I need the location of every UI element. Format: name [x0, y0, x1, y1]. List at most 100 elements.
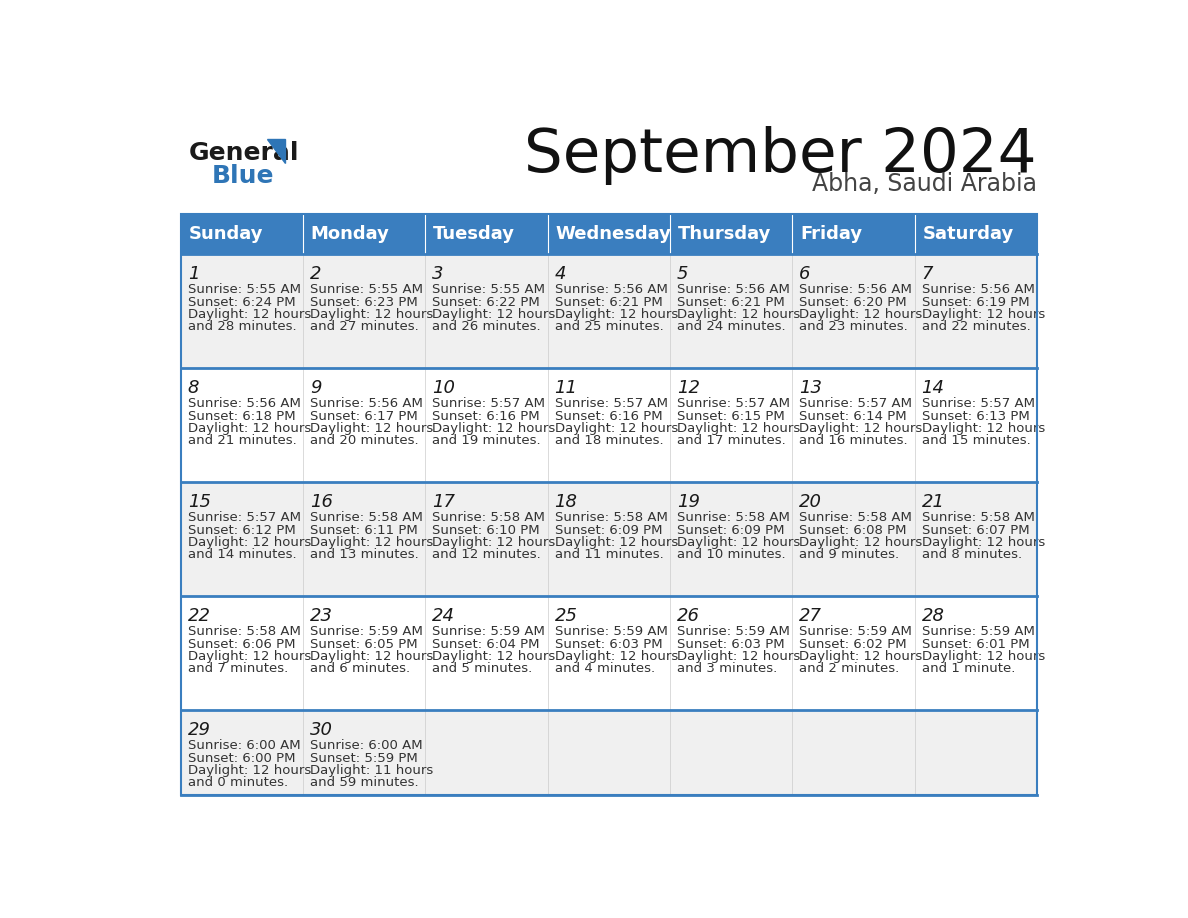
Text: Daylight: 12 hours: Daylight: 12 hours — [432, 308, 556, 321]
Text: Sunrise: 5:56 AM: Sunrise: 5:56 AM — [310, 397, 423, 410]
Text: Sunrise: 5:59 AM: Sunrise: 5:59 AM — [922, 625, 1035, 638]
Text: Sunrise: 5:55 AM: Sunrise: 5:55 AM — [188, 284, 301, 297]
FancyBboxPatch shape — [181, 368, 1037, 482]
Text: Daylight: 12 hours: Daylight: 12 hours — [800, 308, 923, 321]
Text: Sunset: 6:00 PM: Sunset: 6:00 PM — [188, 752, 295, 765]
Text: Daylight: 12 hours: Daylight: 12 hours — [555, 650, 678, 663]
Text: and 5 minutes.: and 5 minutes. — [432, 662, 532, 676]
Text: and 0 minutes.: and 0 minutes. — [188, 777, 287, 789]
Text: Sunrise: 5:58 AM: Sunrise: 5:58 AM — [432, 511, 545, 524]
Text: Daylight: 12 hours: Daylight: 12 hours — [310, 650, 434, 663]
Text: Sunrise: 5:58 AM: Sunrise: 5:58 AM — [555, 511, 668, 524]
Text: and 20 minutes.: and 20 minutes. — [310, 434, 418, 447]
Text: Sunrise: 5:59 AM: Sunrise: 5:59 AM — [310, 625, 423, 638]
Text: Sunset: 6:21 PM: Sunset: 6:21 PM — [677, 296, 785, 308]
Text: Sunset: 6:16 PM: Sunset: 6:16 PM — [555, 409, 662, 422]
Text: Daylight: 12 hours: Daylight: 12 hours — [922, 650, 1044, 663]
Text: and 6 minutes.: and 6 minutes. — [310, 662, 410, 676]
Text: 26: 26 — [677, 607, 700, 625]
Text: Sunrise: 5:57 AM: Sunrise: 5:57 AM — [555, 397, 668, 410]
Text: 9: 9 — [310, 379, 322, 397]
FancyBboxPatch shape — [181, 482, 1037, 596]
Text: 7: 7 — [922, 265, 933, 283]
Text: and 23 minutes.: and 23 minutes. — [800, 320, 908, 333]
Text: Sunrise: 5:59 AM: Sunrise: 5:59 AM — [800, 625, 912, 638]
Text: Sunset: 6:05 PM: Sunset: 6:05 PM — [310, 638, 418, 651]
Text: September 2024: September 2024 — [524, 126, 1037, 185]
Text: Daylight: 12 hours: Daylight: 12 hours — [432, 650, 556, 663]
Text: and 22 minutes.: and 22 minutes. — [922, 320, 1030, 333]
Text: 15: 15 — [188, 493, 210, 510]
Text: Daylight: 12 hours: Daylight: 12 hours — [432, 422, 556, 435]
Text: Daylight: 11 hours: Daylight: 11 hours — [310, 764, 434, 777]
Text: and 59 minutes.: and 59 minutes. — [310, 777, 418, 789]
Text: Daylight: 12 hours: Daylight: 12 hours — [555, 422, 678, 435]
Text: Daylight: 12 hours: Daylight: 12 hours — [188, 536, 311, 549]
Text: Sunset: 6:07 PM: Sunset: 6:07 PM — [922, 523, 1029, 537]
Text: Sunrise: 5:55 AM: Sunrise: 5:55 AM — [432, 284, 545, 297]
Text: 12: 12 — [677, 379, 700, 397]
Text: 1: 1 — [188, 265, 200, 283]
Text: 4: 4 — [555, 265, 567, 283]
Text: Sunday: Sunday — [189, 225, 263, 243]
Text: Daylight: 12 hours: Daylight: 12 hours — [188, 764, 311, 777]
Text: Daylight: 12 hours: Daylight: 12 hours — [188, 308, 311, 321]
Text: and 24 minutes.: and 24 minutes. — [677, 320, 785, 333]
Text: Sunrise: 5:55 AM: Sunrise: 5:55 AM — [310, 284, 423, 297]
Text: Sunrise: 5:56 AM: Sunrise: 5:56 AM — [800, 284, 912, 297]
Text: Daylight: 12 hours: Daylight: 12 hours — [677, 422, 801, 435]
Text: Blue: Blue — [211, 164, 274, 188]
Text: Daylight: 12 hours: Daylight: 12 hours — [310, 422, 434, 435]
Text: 14: 14 — [922, 379, 944, 397]
Polygon shape — [267, 140, 285, 162]
Text: 5: 5 — [677, 265, 688, 283]
Text: 27: 27 — [800, 607, 822, 625]
Text: Sunset: 6:20 PM: Sunset: 6:20 PM — [800, 296, 906, 308]
Text: 29: 29 — [188, 721, 210, 739]
Text: Sunrise: 5:57 AM: Sunrise: 5:57 AM — [800, 397, 912, 410]
Text: and 26 minutes.: and 26 minutes. — [432, 320, 541, 333]
Text: 30: 30 — [310, 721, 333, 739]
Text: Daylight: 12 hours: Daylight: 12 hours — [188, 650, 311, 663]
Text: Sunrise: 5:56 AM: Sunrise: 5:56 AM — [555, 284, 668, 297]
Text: Daylight: 12 hours: Daylight: 12 hours — [922, 308, 1044, 321]
Text: Sunrise: 5:58 AM: Sunrise: 5:58 AM — [800, 511, 912, 524]
Text: and 16 minutes.: and 16 minutes. — [800, 434, 908, 447]
Text: Sunset: 6:23 PM: Sunset: 6:23 PM — [310, 296, 418, 308]
Text: 20: 20 — [800, 493, 822, 510]
FancyBboxPatch shape — [181, 254, 1037, 368]
Text: 18: 18 — [555, 493, 577, 510]
Text: Sunset: 6:01 PM: Sunset: 6:01 PM — [922, 638, 1029, 651]
Text: Sunset: 6:24 PM: Sunset: 6:24 PM — [188, 296, 296, 308]
Text: Daylight: 12 hours: Daylight: 12 hours — [188, 422, 311, 435]
Text: and 18 minutes.: and 18 minutes. — [555, 434, 663, 447]
Text: 6: 6 — [800, 265, 810, 283]
Text: Daylight: 12 hours: Daylight: 12 hours — [677, 650, 801, 663]
FancyBboxPatch shape — [181, 214, 1037, 254]
Text: and 7 minutes.: and 7 minutes. — [188, 662, 287, 676]
Text: and 3 minutes.: and 3 minutes. — [677, 662, 777, 676]
Text: 25: 25 — [555, 607, 577, 625]
Text: and 2 minutes.: and 2 minutes. — [800, 662, 899, 676]
Text: Sunrise: 5:59 AM: Sunrise: 5:59 AM — [555, 625, 668, 638]
Text: 17: 17 — [432, 493, 455, 510]
Text: Sunset: 6:16 PM: Sunset: 6:16 PM — [432, 409, 539, 422]
Text: Sunset: 6:03 PM: Sunset: 6:03 PM — [677, 638, 784, 651]
Text: and 15 minutes.: and 15 minutes. — [922, 434, 1030, 447]
Text: Daylight: 12 hours: Daylight: 12 hours — [555, 536, 678, 549]
Text: Sunrise: 5:57 AM: Sunrise: 5:57 AM — [188, 511, 301, 524]
Text: and 14 minutes.: and 14 minutes. — [188, 548, 296, 561]
Text: Daylight: 12 hours: Daylight: 12 hours — [310, 308, 434, 321]
Text: Daylight: 12 hours: Daylight: 12 hours — [800, 650, 923, 663]
Text: Daylight: 12 hours: Daylight: 12 hours — [922, 536, 1044, 549]
Text: Abha, Saudi Arabia: Abha, Saudi Arabia — [811, 172, 1037, 196]
Text: Sunset: 6:04 PM: Sunset: 6:04 PM — [432, 638, 539, 651]
Text: 21: 21 — [922, 493, 944, 510]
Text: Daylight: 12 hours: Daylight: 12 hours — [800, 422, 923, 435]
Text: and 10 minutes.: and 10 minutes. — [677, 548, 785, 561]
Text: Daylight: 12 hours: Daylight: 12 hours — [922, 422, 1044, 435]
Text: Daylight: 12 hours: Daylight: 12 hours — [310, 536, 434, 549]
Text: Sunset: 6:14 PM: Sunset: 6:14 PM — [800, 409, 906, 422]
Text: and 17 minutes.: and 17 minutes. — [677, 434, 785, 447]
Text: Sunrise: 5:58 AM: Sunrise: 5:58 AM — [922, 511, 1035, 524]
